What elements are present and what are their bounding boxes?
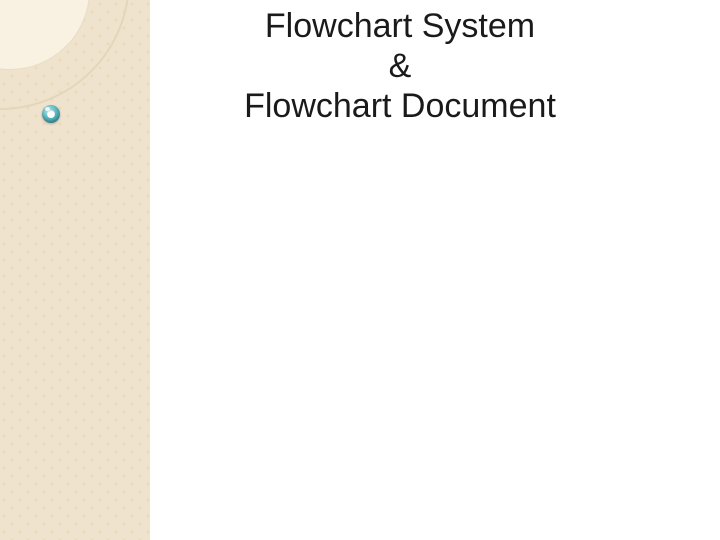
ring-bullet-hole bbox=[47, 110, 55, 118]
title-line-2: & bbox=[100, 46, 700, 86]
ring-bullet-icon bbox=[42, 105, 60, 123]
title-line-3: Flowchart Document bbox=[100, 86, 700, 126]
title-line-1: Flowchart System bbox=[100, 6, 700, 46]
slide-title: Flowchart System & Flowchart Document bbox=[100, 6, 700, 126]
slide: Flowchart System & Flowchart Document bbox=[0, 0, 720, 540]
ring-bullet-highlight bbox=[45, 107, 50, 111]
